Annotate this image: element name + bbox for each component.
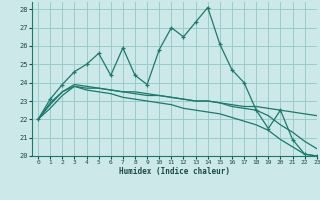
X-axis label: Humidex (Indice chaleur): Humidex (Indice chaleur) [119,167,230,176]
